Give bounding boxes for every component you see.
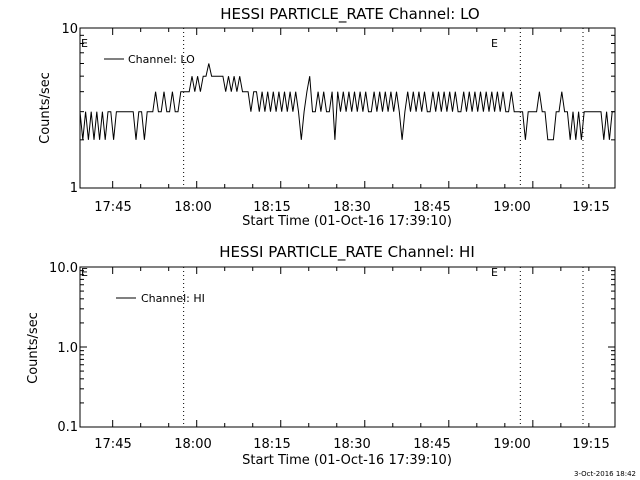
hi-xtick-label: 18:30	[333, 437, 370, 452]
hi-legend: Channel: HI	[116, 292, 205, 305]
lo-axis-ticks	[80, 27, 615, 189]
hi-x-axis-label: Start Time (01-Oct-16 17:39:10)	[242, 453, 452, 468]
lo-panel-title: HESSI PARTICLE_RATE Channel: LO	[220, 5, 479, 24]
hi-event-lines	[183, 267, 584, 427]
hi-xtick-label: 18:45	[413, 437, 450, 452]
lo-xtick-label: 19:00	[493, 200, 530, 215]
lo-plot-frame	[79, 27, 616, 189]
hi-xtick-label: 17:45	[94, 437, 131, 452]
hi-ytick-10: 10.0	[49, 261, 78, 276]
hi-ytick-0.1: 0.1	[57, 420, 78, 435]
lo-xtick-label: 18:30	[333, 200, 370, 215]
hi-xtick-label: 19:00	[493, 437, 530, 452]
lo-event-marker: E	[81, 37, 88, 50]
render-timestamp: 3-Oct-2016 18:42	[574, 470, 636, 478]
lo-event-markers: E E	[81, 37, 498, 50]
hi-xtick-label: 18:00	[174, 437, 211, 452]
lo-xtick-label: 18:15	[253, 200, 290, 215]
hi-panel-title: HESSI PARTICLE_RATE Channel: HI	[219, 243, 475, 262]
lo-x-axis-label: Start Time (01-Oct-16 17:39:10)	[242, 214, 452, 229]
lo-event-lines	[183, 28, 584, 188]
hi-legend-label: Channel: HI	[141, 292, 205, 305]
lo-xtick-label: 18:45	[413, 200, 450, 215]
lo-channel-panel: HESSI PARTICLE_RATE Channel: LO 10 1 Cou…	[38, 5, 616, 229]
lo-xtick-label: 18:00	[174, 200, 211, 215]
hi-x-tick-labels: 17:45 18:00 18:15 18:30 18:45 19:00 19:1…	[94, 437, 609, 452]
lo-ytick-1: 1	[70, 181, 78, 196]
lo-y-axis-label: Counts/sec	[38, 72, 53, 144]
lo-xtick-label: 17:45	[94, 200, 131, 215]
lo-xtick-label: 19:15	[572, 200, 609, 215]
hi-ytick-1: 1.0	[57, 341, 78, 356]
hi-axis-ticks	[80, 266, 615, 428]
lo-series	[79, 63, 615, 141]
lo-series-line	[79, 63, 615, 141]
hi-y-axis-label: Counts/sec	[26, 312, 41, 384]
lo-legend: Channel: LO	[104, 53, 195, 66]
lo-x-tick-labels: 17:45 18:00 18:15 18:30 18:45 19:00 19:1…	[94, 200, 609, 215]
lo-event-marker: E	[491, 37, 498, 50]
hi-xtick-label: 18:15	[253, 437, 290, 452]
hi-event-marker: E	[81, 266, 88, 279]
hi-event-markers: E E	[81, 266, 498, 279]
lo-legend-label: Channel: LO	[128, 53, 195, 66]
hi-xtick-label: 19:15	[572, 437, 609, 452]
hi-event-marker: E	[491, 266, 498, 279]
lo-ytick-10: 10	[61, 22, 78, 37]
hi-channel-panel: HESSI PARTICLE_RATE Channel: HI 10.0 1.0…	[26, 243, 616, 468]
hi-plot-frame	[79, 266, 616, 428]
